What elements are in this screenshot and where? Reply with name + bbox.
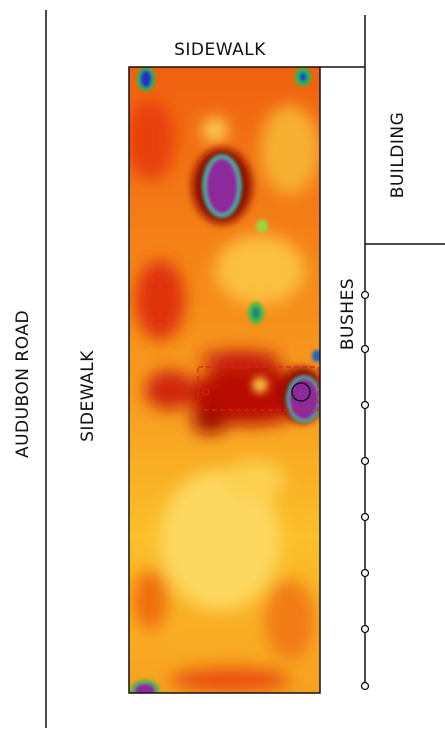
sidewalk-label: SIDEWALK — [78, 350, 98, 442]
site-plan: SIDEWALK BUILDING BUSHES AUDUBON ROAD SI… — [0, 0, 445, 728]
road-label: AUDUBON ROAD — [13, 310, 33, 458]
heatmap — [125, 67, 325, 700]
building-label: BUILDING — [388, 112, 408, 199]
bushes-label: BUSHES — [338, 278, 358, 350]
sidewalk-label: SIDEWALK — [174, 40, 266, 60]
